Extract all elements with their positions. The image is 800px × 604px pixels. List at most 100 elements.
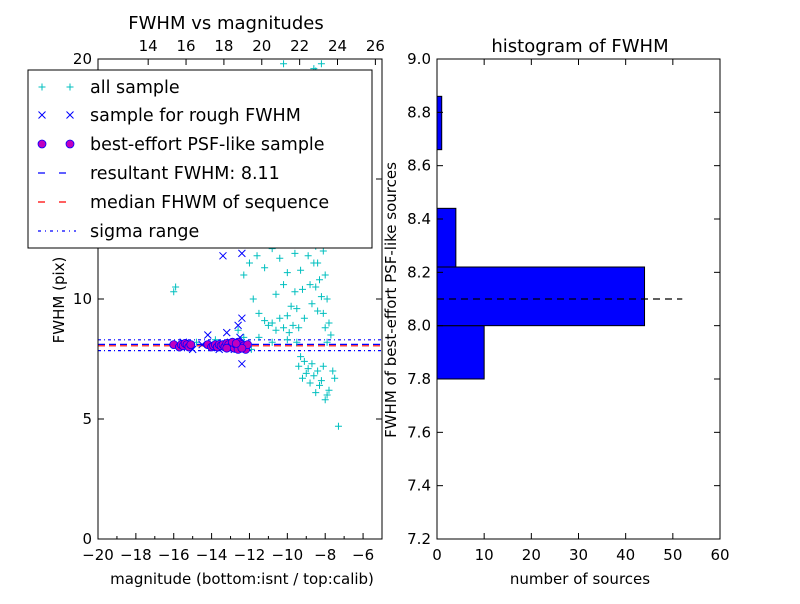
all-sample-point <box>295 362 303 370</box>
legend-entry: all sample <box>38 78 180 98</box>
all-sample-point <box>312 389 320 397</box>
all-sample-point <box>295 324 303 332</box>
right-y-tick-label: 7.6 <box>407 423 431 441</box>
left-x-tick-label: −8 <box>314 546 336 564</box>
histogram-bar <box>436 207 457 268</box>
left-y-tick-label: 20 <box>73 50 92 68</box>
rough-sample-point <box>203 331 212 339</box>
all-sample-point <box>317 377 325 385</box>
all-sample-point <box>297 353 305 361</box>
right-y-tick-label: 8.6 <box>407 157 431 175</box>
all-sample-point <box>304 365 312 373</box>
all-sample-point <box>253 252 261 260</box>
right-x-tick-label: 60 <box>710 546 729 564</box>
all-sample-point <box>314 367 322 375</box>
all-sample-point <box>280 281 288 289</box>
legend-label: median FHWM of sequence <box>90 193 329 213</box>
all-sample-point <box>304 252 312 260</box>
all-sample-point <box>285 329 293 337</box>
left-x-tick-label: −16 <box>158 546 190 564</box>
legend-label: best-effort PSF-like sample <box>90 135 325 155</box>
all-sample-point <box>319 247 327 255</box>
rough-sample-point <box>222 328 231 337</box>
left-x-tick-label: −18 <box>120 546 152 564</box>
right-x-tick-label: 50 <box>663 546 682 564</box>
left-ticks: −20 −18 −16 −14 −12 −10 −8 −6 14 16 18 20 22 24 26 0 5 10… <box>73 37 385 564</box>
rough-sample-point <box>234 321 242 330</box>
all-sample-point <box>293 305 301 313</box>
all-sample-point <box>334 422 342 430</box>
all-sample-point <box>316 381 324 389</box>
rough-sample-point <box>238 249 246 258</box>
legend-circle-marker <box>37 139 47 149</box>
all-sample-point <box>321 271 329 279</box>
all-sample-point <box>319 309 327 317</box>
left-y-tick-label: 10 <box>73 290 92 308</box>
rough-sample-point <box>238 359 246 368</box>
right-y-tick-label: 7.8 <box>407 370 431 388</box>
all-sample-point <box>314 307 322 315</box>
all-sample-point <box>297 266 305 274</box>
left-y-axis-label: FWHM (pix) <box>50 257 68 344</box>
all-sample-point <box>300 314 308 322</box>
all-sample-point <box>329 367 337 375</box>
all-sample-point <box>321 324 329 332</box>
all-sample-point <box>312 283 320 291</box>
all-sample-point <box>310 259 318 267</box>
legend: all sample sample for rough FWHM best-effo… <box>27 69 373 249</box>
all-sample-point <box>306 281 314 289</box>
all-sample-point <box>272 290 280 298</box>
all-sample-point <box>276 314 284 322</box>
right-plot-area <box>436 95 683 380</box>
legend-box <box>27 69 373 249</box>
legend-plus-marker <box>38 83 46 91</box>
all-sample-point <box>321 396 329 404</box>
all-sample-point <box>323 338 331 346</box>
right-x-tick-label: 20 <box>522 546 541 564</box>
all-sample-point <box>308 300 316 308</box>
all-sample-point <box>234 326 242 334</box>
all-sample-point <box>240 271 248 279</box>
all-sample-point <box>291 288 299 296</box>
left-plot-area <box>98 60 382 430</box>
right-y-tick-label: 8.4 <box>407 210 431 228</box>
legend-label: sample for rough FWHM <box>90 106 301 126</box>
right-panel: 0 10 20 30 40 50 60 7.2 7.4 7.6 7.8 8.0 8.2 8.4 8.6 8.8… <box>382 36 730 588</box>
all-sample-point <box>283 269 291 277</box>
right-x-axis-label: number of sources <box>510 570 650 588</box>
all-sample-point <box>317 60 325 68</box>
right-y-axis-label: FWHM of best-effort PSF-like sources <box>382 162 400 438</box>
psf-sample-point <box>186 340 196 350</box>
left-y-tick-label: 5 <box>82 410 92 428</box>
all-sample-point <box>255 333 263 341</box>
all-sample-point <box>317 293 325 301</box>
legend-entry: sigma range <box>38 222 199 242</box>
left-chart-title: FWHM vs magnitudes <box>128 13 323 34</box>
left-x-tick-label: −10 <box>272 546 304 564</box>
all-sample-point <box>170 288 178 296</box>
left-x-tick-label: −14 <box>196 546 228 564</box>
right-x-tick-label: 40 <box>616 546 635 564</box>
legend-x-marker <box>38 111 46 119</box>
all-sample-point <box>323 391 331 399</box>
histogram-bar <box>436 95 443 151</box>
all-sample-point <box>268 319 276 327</box>
right-ticks: 0 10 20 30 40 50 60 7.2 7.4 7.6 7.8 8.0 8.2 8.4 8.6 8.8… <box>407 50 729 564</box>
rough-sample-point <box>219 251 227 260</box>
all-sample-point <box>276 254 284 262</box>
all-sample-point <box>245 259 253 267</box>
top-x-tick-label: 20 <box>252 37 271 55</box>
top-x-tick-label: 24 <box>328 37 347 55</box>
rough-sample-point <box>238 314 246 323</box>
left-x-tick-label: −6 <box>352 546 374 564</box>
all-sample-point <box>323 295 331 303</box>
left-x-tick-label: −20 <box>82 546 114 564</box>
all-sample-point <box>264 321 272 329</box>
all-sample-point <box>298 374 306 382</box>
legend-label: sigma range <box>90 222 199 242</box>
all-sample-point <box>310 372 318 380</box>
all-sample-point <box>289 321 297 329</box>
legend-entry: resultant FWHM: 8.11 <box>38 164 280 184</box>
